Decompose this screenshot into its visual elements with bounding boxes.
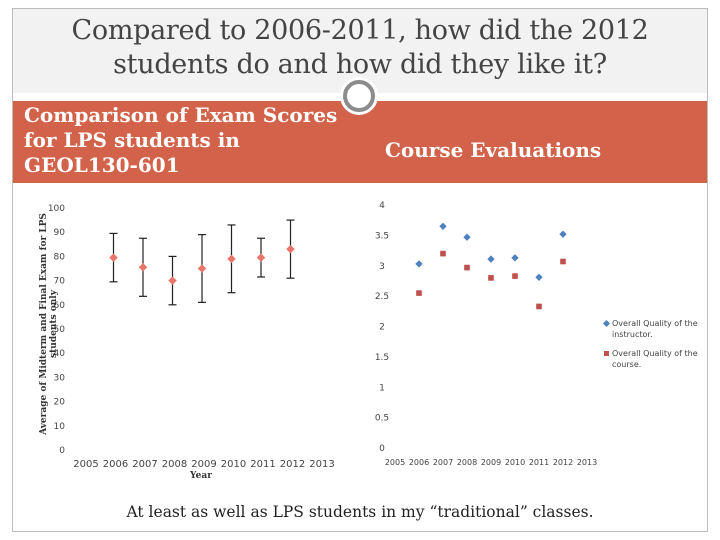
- y-tick-label: 100: [48, 204, 65, 214]
- legend-marker-course: [604, 351, 609, 356]
- y-tick-label: 0.5: [375, 414, 389, 424]
- y-axis-label-line: Average of Midterm and Final Exam for LP…: [39, 213, 49, 436]
- legend-label-instructor: Overall Quality of the instructor.: [612, 319, 698, 339]
- course-rating-point: [488, 275, 494, 281]
- y-tick-label: 1: [379, 383, 385, 393]
- y-tick-label: 50: [54, 325, 66, 335]
- x-tick-label: 2006: [103, 459, 128, 470]
- x-tick-label: 2009: [481, 458, 501, 467]
- y-tick-label: 20: [54, 398, 66, 408]
- y-tick-label: 40: [54, 349, 66, 359]
- y-tick-label: 1.5: [375, 353, 389, 363]
- course-rating-point: [512, 273, 518, 279]
- x-tick-label: 2010: [505, 458, 525, 467]
- instructor-rating-point: [439, 222, 447, 230]
- data-point: [227, 254, 236, 264]
- y-tick-label: 0: [379, 444, 385, 454]
- legend-label-course: Overall Quality of the course.: [612, 349, 698, 369]
- x-tick-label: 2005: [385, 458, 405, 467]
- exam-chart-heading: Comparison of Exam Scores for LPS studen…: [24, 103, 338, 177]
- x-tick-label: 2013: [309, 459, 334, 470]
- y-tick-label: 3.5: [375, 231, 389, 241]
- y-tick-label: 10: [54, 422, 66, 432]
- y-tick-label: 70: [54, 277, 66, 287]
- y-tick-label: 3: [379, 262, 385, 272]
- y-tick-label: 60: [54, 301, 66, 311]
- data-point: [138, 263, 148, 272]
- course-rating-point: [464, 264, 470, 271]
- data-point: [197, 264, 207, 273]
- legend-marker-instructor: [602, 319, 611, 328]
- instructor-rating-point: [463, 233, 471, 241]
- course-rating-point: [416, 290, 422, 296]
- x-axis-label: Year: [189, 471, 212, 481]
- x-tick-label: 2006: [409, 458, 429, 467]
- course-rating-point: [536, 303, 542, 310]
- y-tick-label: 80: [54, 252, 66, 262]
- y-axis-label-line: students only: [49, 289, 59, 358]
- y-axis-label: Average of Midterm and Final Exam for LP…: [39, 213, 59, 436]
- legend-item-course: Overall Quality of the course.: [604, 348, 710, 370]
- slide-frame: [12, 8, 708, 532]
- heading-band: [13, 101, 707, 183]
- slide-footer: At least as well as LPS students in my “…: [126, 503, 594, 521]
- y-tick-label: 2.5: [375, 292, 389, 302]
- chart-legend: Overall Quality of the instructor. Overa…: [602, 318, 710, 378]
- x-tick-label: 2008: [457, 458, 477, 467]
- instructor-rating-point: [487, 255, 495, 263]
- legend-item-instructor: Overall Quality of the instructor.: [602, 318, 710, 340]
- x-tick-label: 2013: [577, 458, 597, 467]
- evaluation-chart-heading: Course Evaluations: [385, 138, 602, 162]
- instructor-rating-point: [559, 230, 567, 238]
- x-tick-label: 2012: [280, 459, 305, 470]
- instructor-rating-point: [415, 260, 423, 268]
- x-tick-label: 2008: [162, 459, 187, 470]
- y-tick-label: 90: [54, 228, 66, 238]
- x-tick-label: 2011: [250, 459, 275, 470]
- slide-title: Compared to 2006-2011, how did the 2012 …: [71, 15, 649, 80]
- y-tick-label: 2: [379, 323, 385, 333]
- instructor-rating-point: [535, 273, 543, 281]
- x-tick-label: 2011: [529, 458, 549, 467]
- x-tick-label: 2007: [433, 458, 453, 467]
- y-tick-label: 4: [379, 201, 385, 211]
- x-tick-label: 2010: [221, 459, 246, 470]
- x-tick-label: 2012: [553, 458, 573, 467]
- course-rating-point: [560, 258, 566, 265]
- data-point: [286, 244, 295, 254]
- course-rating-point: [440, 250, 446, 257]
- x-tick-label: 2007: [132, 459, 157, 470]
- y-tick-label: 30: [54, 373, 66, 383]
- title-area: [13, 9, 707, 93]
- y-tick-label: 0: [59, 446, 65, 456]
- instructor-rating-point: [511, 254, 519, 262]
- ring-ornament: [343, 80, 375, 112]
- x-tick-label: 2009: [191, 459, 216, 470]
- data-point: [168, 276, 177, 285]
- x-tick-label: 2005: [73, 459, 98, 470]
